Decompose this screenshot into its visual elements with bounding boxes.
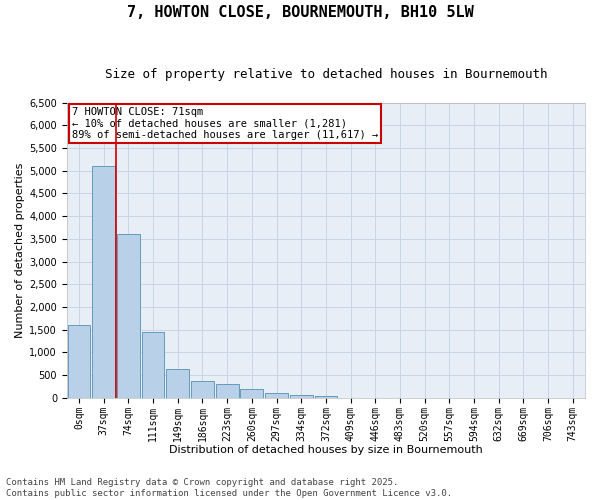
Bar [166, 370, 189, 398]
X-axis label: Distribution of detached houses by size in Bournemouth: Distribution of detached houses by size … [169, 445, 483, 455]
Bar [290, 394, 313, 398]
Bar [92, 166, 115, 398]
Bar [117, 234, 140, 398]
Bar [241, 389, 263, 398]
Text: Contains HM Land Registry data © Crown copyright and database right 2025.
Contai: Contains HM Land Registry data © Crown c… [6, 478, 452, 498]
Bar [265, 393, 288, 398]
Text: 7, HOWTON CLOSE, BOURNEMOUTH, BH10 5LW: 7, HOWTON CLOSE, BOURNEMOUTH, BH10 5LW [127, 5, 473, 20]
Bar [191, 380, 214, 398]
Bar [142, 332, 164, 398]
Title: Size of property relative to detached houses in Bournemouth: Size of property relative to detached ho… [104, 68, 547, 80]
Bar [314, 396, 337, 398]
Y-axis label: Number of detached properties: Number of detached properties [15, 162, 25, 338]
Bar [216, 384, 239, 398]
Bar [68, 325, 91, 398]
Text: 7 HOWTON CLOSE: 71sqm
← 10% of detached houses are smaller (1,281)
89% of semi-d: 7 HOWTON CLOSE: 71sqm ← 10% of detached … [72, 107, 378, 140]
